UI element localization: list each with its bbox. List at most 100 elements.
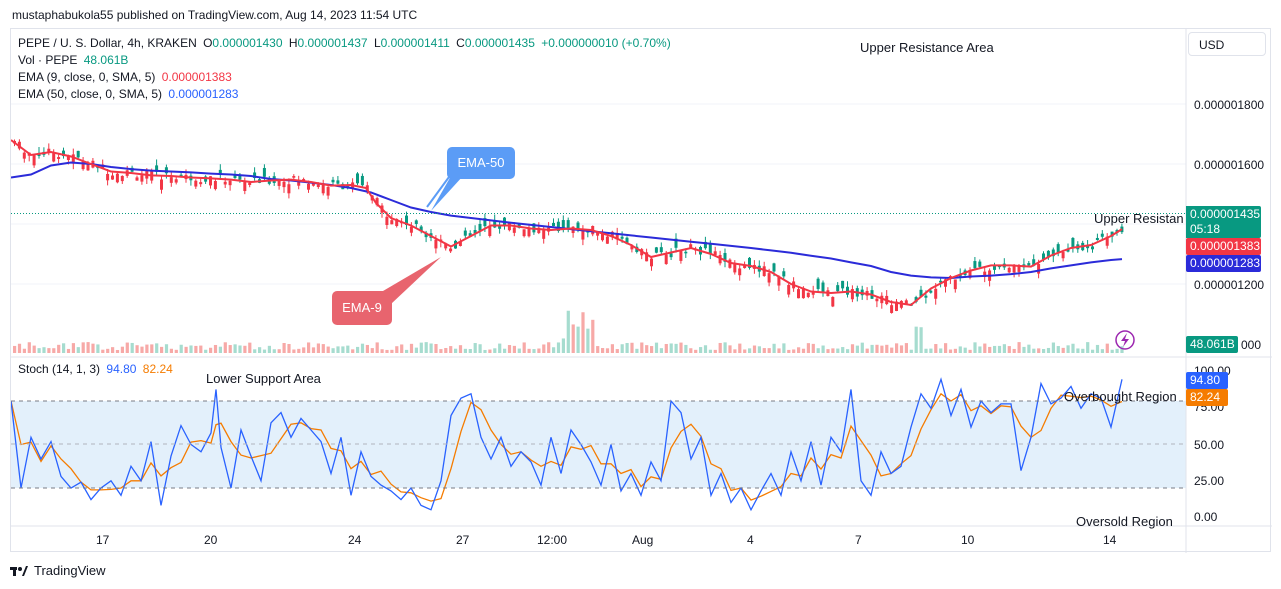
volume-bar	[463, 348, 467, 353]
volume-bar	[904, 343, 908, 353]
time-tick: 12:00	[537, 533, 568, 547]
oversold-label: Oversold Region	[1076, 514, 1173, 529]
volume-bar	[836, 348, 840, 353]
volume-bar	[1061, 347, 1065, 353]
volume-bar	[934, 344, 938, 353]
volume-bar	[155, 343, 159, 353]
candle	[179, 174, 183, 177]
volume-bar	[811, 343, 815, 353]
candle	[478, 223, 482, 231]
candle	[703, 241, 707, 249]
volume-bar	[292, 349, 296, 353]
volume-bar	[919, 327, 923, 353]
candle	[556, 221, 560, 231]
volume-bar	[86, 342, 90, 353]
volume-bar	[1012, 348, 1016, 353]
volume-bar	[944, 343, 948, 353]
tradingview-logo-icon	[10, 565, 28, 576]
candle	[115, 173, 119, 183]
candle	[782, 271, 786, 277]
candle	[581, 229, 585, 240]
volume-bar	[522, 342, 526, 353]
candle	[81, 161, 85, 170]
candle	[1086, 245, 1090, 249]
volume-bar	[272, 349, 276, 353]
volume-bar	[669, 343, 673, 353]
volume-bar	[32, 345, 36, 353]
volume-bar	[1086, 342, 1090, 353]
volume-bar	[409, 343, 414, 353]
volume-bar	[1007, 346, 1011, 353]
candle	[405, 215, 408, 226]
currency-button[interactable]: USD	[1188, 32, 1266, 56]
volume-bar	[973, 342, 977, 353]
volume-bar	[267, 345, 271, 353]
volume-bar	[527, 348, 531, 353]
volume-bar	[233, 344, 237, 353]
volume-bar	[635, 348, 639, 353]
volume-bar	[258, 347, 262, 353]
legend-c-value: 0.000001435	[464, 36, 535, 50]
candle	[566, 220, 570, 229]
volume-bar	[831, 348, 835, 353]
volume-bar	[596, 346, 600, 353]
volume-bar	[1105, 343, 1109, 353]
candle	[409, 226, 413, 233]
volume-bar	[336, 346, 340, 353]
candle	[777, 276, 781, 286]
volume-bar	[449, 346, 453, 353]
volume-bar	[213, 344, 218, 353]
volume-bar	[640, 342, 644, 353]
volume-bar	[792, 349, 796, 353]
volume-bar	[228, 345, 232, 353]
volume-bar	[81, 342, 85, 353]
candle	[733, 262, 737, 273]
stoch-tick: 0.00	[1194, 510, 1218, 524]
volume-bar	[993, 345, 997, 353]
ema50-callout	[426, 147, 515, 211]
volume-bar	[846, 349, 850, 353]
volume-bar	[385, 349, 389, 353]
chart-frame[interactable]: PEPE / U. S. Dollar, 4h, KRAKEN O0.00000…	[10, 28, 1272, 553]
volume-bar	[326, 346, 330, 353]
volume-bar	[610, 344, 614, 353]
chart-canvas[interactable]	[11, 29, 1272, 553]
legend-o-value: 0.000001430	[212, 36, 283, 50]
volume-bar	[395, 346, 399, 353]
volume-bar	[311, 347, 316, 353]
ema9-callout	[332, 257, 441, 325]
candle	[233, 174, 237, 179]
candle	[904, 300, 908, 304]
volume-bar	[787, 349, 791, 353]
volume-bar	[772, 343, 776, 353]
volume-bar	[76, 347, 80, 353]
candle	[473, 229, 477, 234]
candle	[360, 175, 364, 186]
volume-bar	[556, 342, 561, 353]
volume-bar	[855, 345, 859, 353]
candle	[645, 252, 649, 262]
candle	[846, 286, 849, 295]
candle	[816, 278, 820, 289]
candle	[767, 273, 771, 283]
alert-icon[interactable]	[1115, 330, 1135, 350]
tradingview-logo[interactable]: TradingView	[10, 563, 106, 578]
legend-ema9-value: 0.000001383	[161, 70, 232, 84]
candle	[390, 220, 394, 225]
volume-bar	[948, 349, 953, 353]
candle	[120, 175, 124, 182]
ema50-badge: 0.000001283	[1186, 255, 1261, 272]
volume-bar	[458, 345, 463, 353]
volume-bar	[106, 348, 110, 353]
volume-bar	[532, 349, 536, 353]
candle	[262, 167, 266, 177]
volume-bar	[728, 345, 732, 353]
volume-bar	[307, 342, 311, 353]
candle	[444, 243, 448, 249]
volume-bar	[297, 348, 301, 353]
volume-bar	[645, 345, 649, 353]
candle	[419, 226, 423, 232]
volume-bar	[400, 344, 404, 353]
candle	[659, 247, 663, 253]
volume-bar	[1115, 348, 1119, 353]
